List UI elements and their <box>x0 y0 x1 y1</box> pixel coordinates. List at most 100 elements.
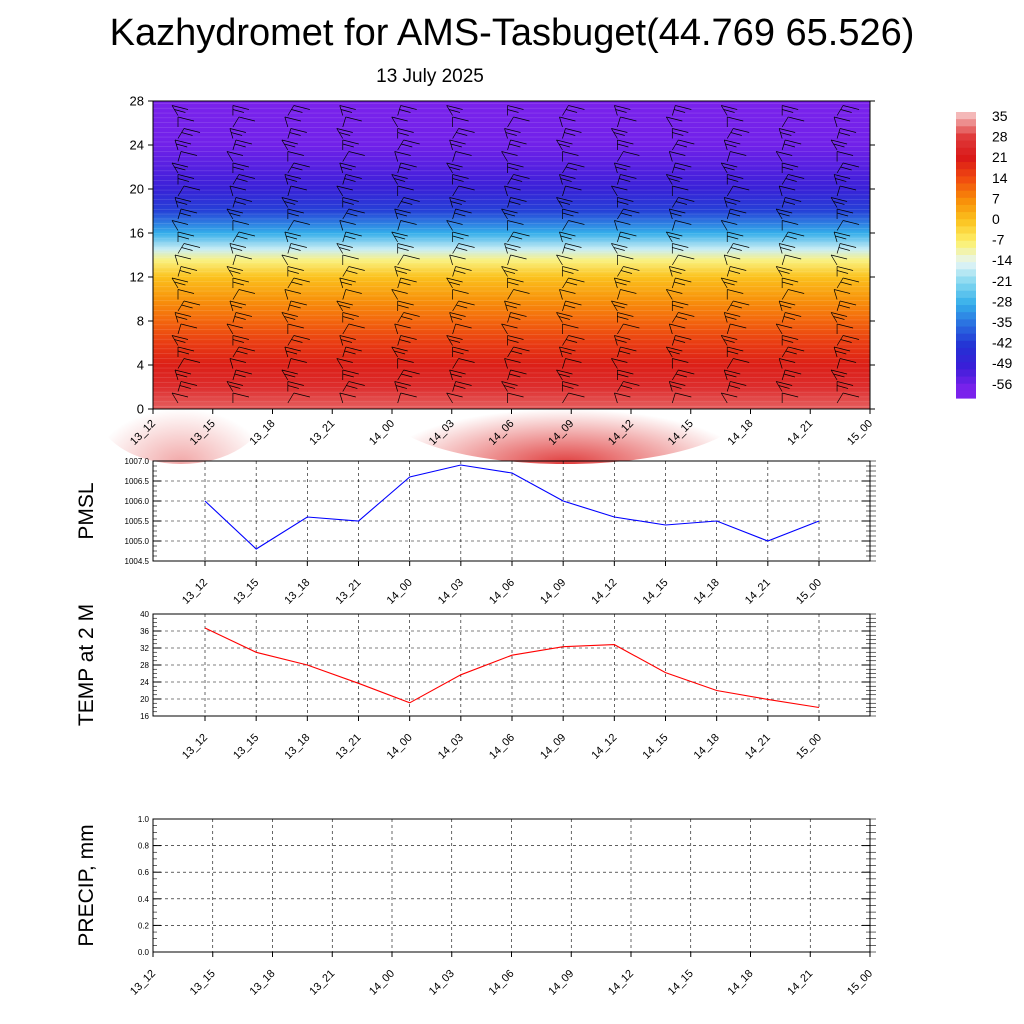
temp-2m-panel: 16 20 24 28 32 36 40 13_12 13_15 13_18 13_21 14_00 1… <box>75 604 876 762</box>
wind-barb-flag <box>675 105 692 110</box>
pmsl-panel: 1004.5 1005.0 1005.5 1006.0 1006.5 1007.0 13_1… <box>75 457 876 607</box>
wind-barb-flag <box>458 128 475 133</box>
wind-barb-flag <box>619 178 631 182</box>
wind-barb-staff <box>614 220 618 231</box>
wind-barb-staff <box>501 208 508 220</box>
wind-barb-staff <box>504 300 508 312</box>
y-tick-label: 0.4 <box>138 895 150 904</box>
wind-barb-flag <box>678 254 695 260</box>
wind-barb-flag <box>226 381 244 386</box>
wind-barb-flag <box>399 166 411 171</box>
wind-barb-flag <box>397 300 414 306</box>
wind-barb-staff <box>617 266 624 277</box>
wind-barb-flag <box>836 208 854 214</box>
wind-barb-staff <box>778 358 783 369</box>
wind-barb-staff <box>287 243 292 254</box>
wind-barb-staff <box>342 381 350 392</box>
wind-barb-flag <box>623 323 640 329</box>
wind-barb-staff <box>452 128 459 139</box>
wind-barb-flag <box>171 392 189 398</box>
wind-barb-flag <box>171 162 189 168</box>
wind-barb-flag <box>174 312 192 317</box>
wind-barb-flag <box>507 105 524 110</box>
wind-barb-flag <box>830 139 848 145</box>
wind-barb-staff <box>287 220 295 231</box>
wind-barb-flag <box>394 151 411 156</box>
wind-barb-staff <box>668 266 673 277</box>
wind-barb-flag <box>287 212 299 217</box>
wind-barb-flag <box>672 304 684 309</box>
wind-barb-staff <box>452 243 459 254</box>
panel-frame <box>152 613 871 717</box>
wind-barb-flag <box>400 162 417 168</box>
wind-barb-staff <box>504 358 508 369</box>
wind-barb-staff <box>394 323 399 335</box>
wind-barb-flag <box>675 220 692 225</box>
y-tick-label: 1006.0 <box>125 497 150 506</box>
wind-barb-flag <box>339 220 356 225</box>
color-legend: 35 28 21 14 7 0 -7 -14 -21 -28 -35 -42 -49 -56 <box>956 108 1012 399</box>
wind-barb-flag <box>776 323 793 329</box>
wind-barb-flag <box>666 174 683 179</box>
wind-barb-flag <box>397 243 414 248</box>
wind-barb-staff <box>666 116 673 128</box>
wind-barb-flag <box>568 277 585 283</box>
wind-barb-flag <box>510 369 527 375</box>
wind-barb-flag <box>226 151 244 156</box>
wind-barb-staff <box>177 323 182 335</box>
wind-barb-flag <box>342 312 359 317</box>
wind-barb-flag <box>678 197 695 202</box>
wind-barb-flag <box>400 220 417 225</box>
wind-barb-flag <box>842 392 860 398</box>
wind-barb-flag <box>565 166 578 171</box>
wind-barb-flag <box>617 139 634 145</box>
wind-barb-flag <box>783 143 796 148</box>
colorbar-swatch <box>956 305 976 313</box>
wind-barb-flag <box>281 254 298 260</box>
wind-barb-flag <box>456 247 468 251</box>
wind-barb-staff <box>671 105 676 116</box>
wind-barb-flag <box>289 304 301 309</box>
wind-barb-flag <box>511 235 523 240</box>
wind-barb-staff <box>287 300 292 312</box>
wind-barb-staff <box>672 139 679 151</box>
wind-barb-flag <box>339 335 356 340</box>
wind-barb-staff <box>449 312 453 323</box>
wind-barb-staff <box>726 243 734 254</box>
wind-barb-staff <box>287 335 295 346</box>
wind-barb-flag <box>778 270 790 274</box>
x-tick-label: 13_18 <box>282 732 312 762</box>
wind-barb-flag <box>556 369 573 375</box>
series-line-0 <box>204 464 820 550</box>
wind-barb-staff <box>672 254 679 266</box>
wind-barb-flag <box>229 300 247 306</box>
wind-barb-staff <box>336 128 344 139</box>
wind-barb-flag <box>785 178 797 182</box>
wind-barb-flag <box>833 116 851 122</box>
wind-barb-flag <box>229 385 241 389</box>
x-tick-label: 14_18 <box>692 732 722 762</box>
wind-barb-staff <box>559 116 563 128</box>
colorbar-label: -49 <box>992 355 1012 371</box>
x-tick-label: 14_03 <box>436 577 466 607</box>
wind-barb-flag <box>562 151 579 156</box>
wind-barb-staff <box>507 289 514 300</box>
wind-barb-flag <box>727 116 744 122</box>
wind-barb-staff <box>671 220 676 231</box>
wind-barb-flag <box>399 109 411 113</box>
wind-barb-flag <box>842 220 860 225</box>
precip-panel: 0.0 0.2 0.4 0.6 0.8 1.0 13_12 13_15 13_18 13_21 14… <box>75 815 876 998</box>
wind-barb-flag <box>511 350 523 355</box>
wind-barb-staff <box>614 392 618 404</box>
colorbar-swatch <box>956 340 976 349</box>
wind-barb-flag <box>838 304 850 309</box>
wind-barb-staff <box>611 358 618 369</box>
wind-barb-flag <box>503 212 516 217</box>
wind-barb-flag <box>394 235 406 240</box>
wind-barb-staff <box>232 231 240 243</box>
y-tick-label: 32 <box>140 644 149 653</box>
wind-barb-flag <box>721 220 738 225</box>
wind-barb-staff <box>720 277 728 289</box>
wind-barb-staff <box>614 335 618 346</box>
wind-barb-flag <box>614 335 631 340</box>
